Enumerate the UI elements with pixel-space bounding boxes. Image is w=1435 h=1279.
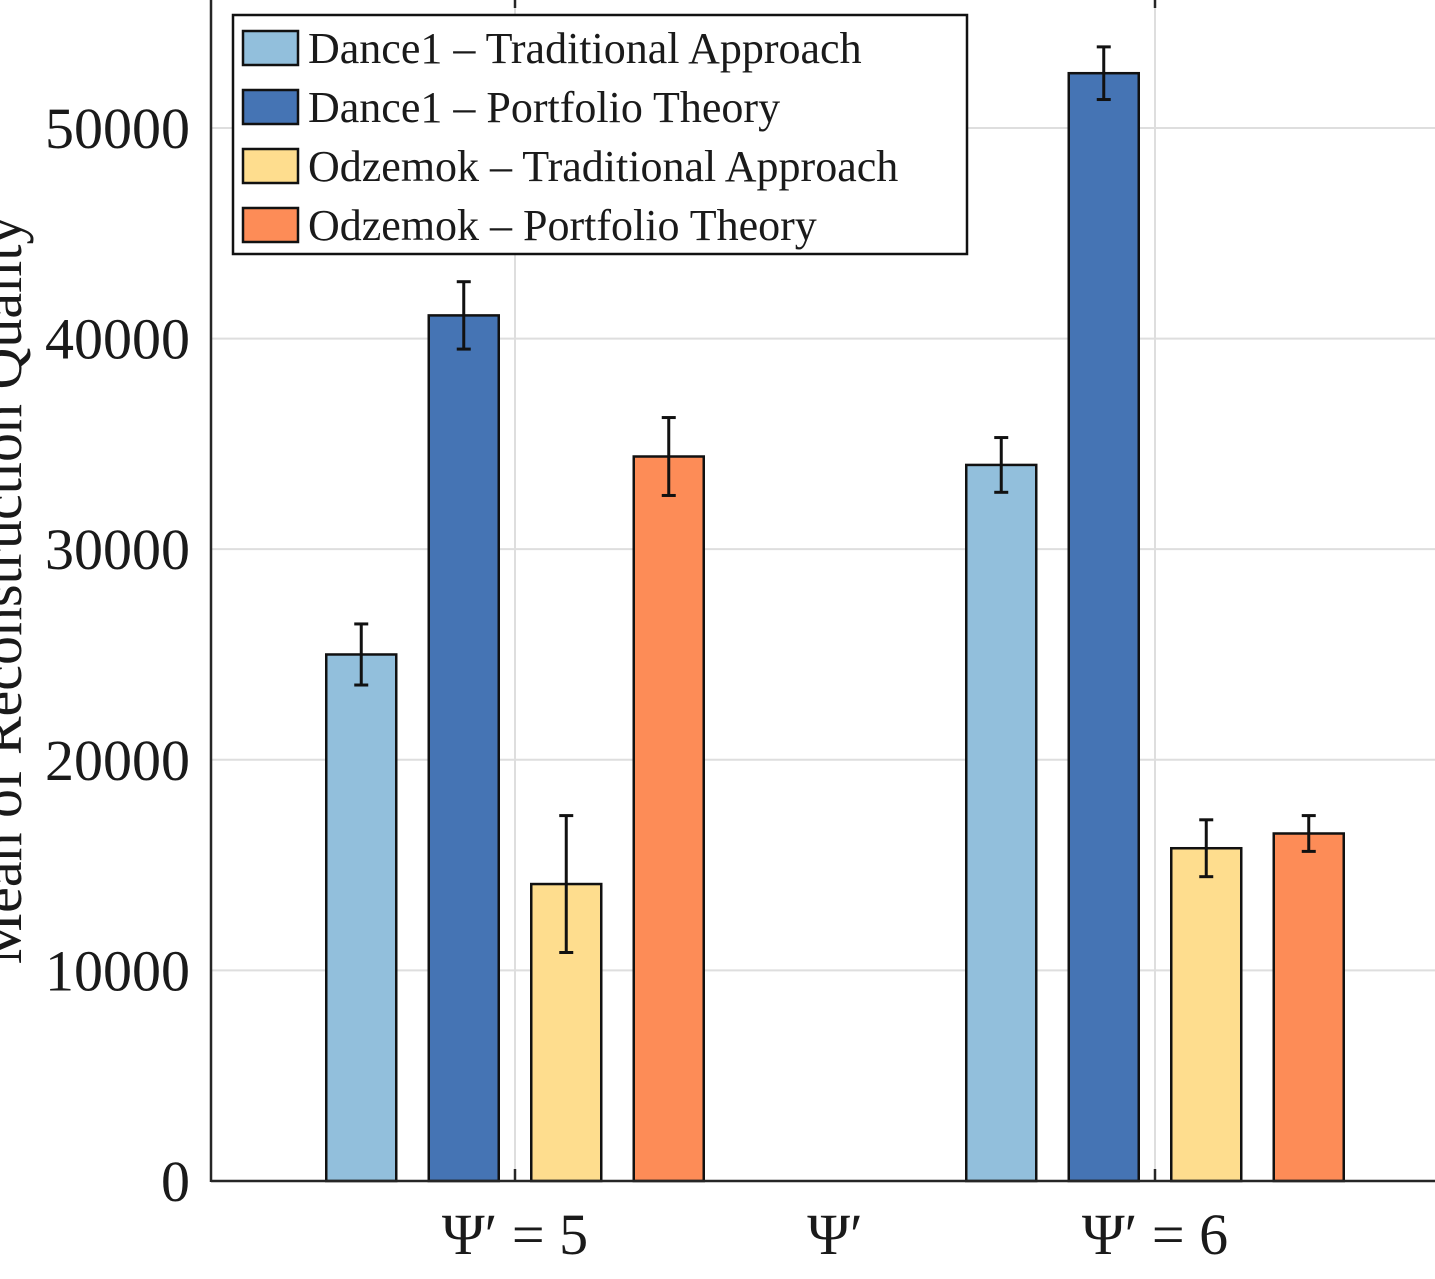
legend-label: Odzemok – Portfolio Theory (308, 201, 817, 250)
y-axis-label: Mean of Reconstruction Quality (0, 216, 34, 965)
axes-layer (209, 0, 1435, 1183)
error-bar (1199, 818, 1214, 879)
legend-swatch (241, 206, 300, 244)
error-bar (354, 622, 369, 687)
legend-label: Odzemok – Traditional Approach (308, 142, 898, 191)
bar (1067, 71, 1140, 1183)
y-tick-label: 20000 (45, 728, 190, 793)
legend-swatch (241, 147, 300, 185)
error-bar (1096, 45, 1111, 102)
bar (1170, 846, 1243, 1183)
y-tick-label: 50000 (45, 96, 190, 161)
x-tick-label: Ψ′ = 6 (1082, 1202, 1228, 1267)
error-bars-layer (354, 45, 1316, 954)
error-bar (456, 280, 471, 351)
bar (632, 455, 705, 1183)
legend-label: Dance1 – Portfolio Theory (308, 83, 780, 132)
bar (427, 314, 500, 1183)
y-tick-label: 40000 (45, 307, 190, 372)
bar (325, 653, 398, 1183)
ticks-layer: 0 10000 20000 30000 40000 50000 Ψ′ = 5 Ψ′ = 6 (45, 96, 1228, 1267)
error-bar (559, 814, 574, 954)
legend: Dance1 – Traditional Approach Dance1 – Po… (231, 13, 969, 256)
legend-label: Dance1 – Traditional Approach (308, 24, 862, 73)
error-bar (994, 436, 1009, 494)
bar (1272, 832, 1345, 1183)
error-bar (1301, 814, 1316, 853)
y-tick-label: 10000 (45, 938, 190, 1003)
y-tick-label: 30000 (45, 517, 190, 582)
x-axis-label: Ψ′ (807, 1202, 862, 1267)
error-bar (661, 416, 676, 497)
bar (965, 463, 1038, 1183)
legend-box (231, 13, 969, 256)
bars-layer (325, 71, 1345, 1183)
x-tick-label: Ψ′ = 5 (442, 1202, 588, 1267)
legend-swatch (241, 88, 300, 126)
legend-swatch (241, 29, 300, 67)
y-tick-label: 0 (161, 1149, 190, 1214)
